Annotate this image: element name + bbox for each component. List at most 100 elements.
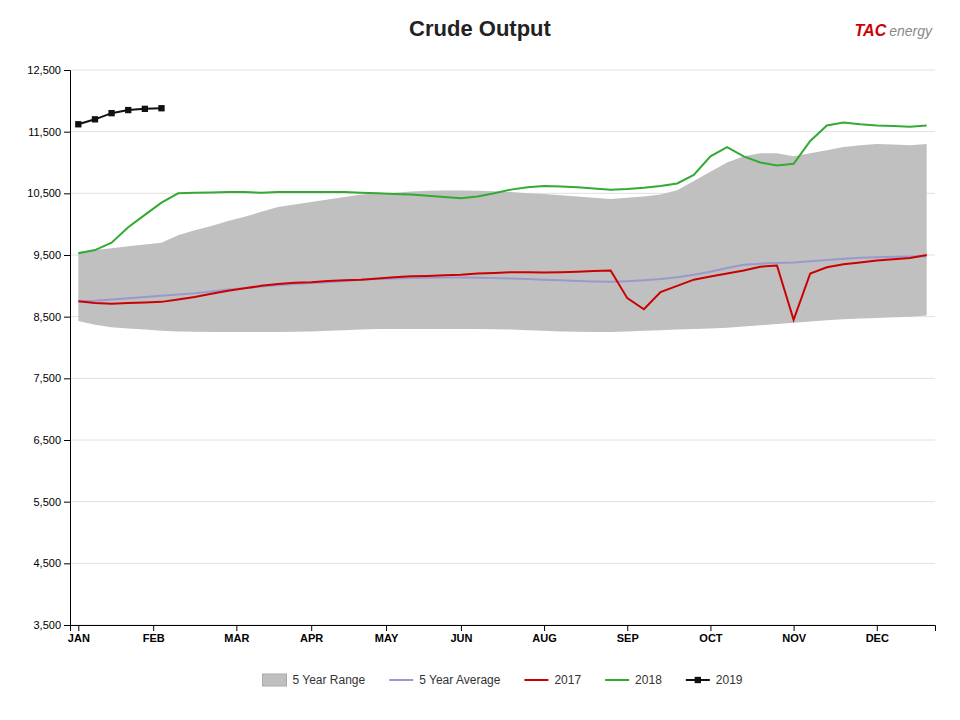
- series-marker: [75, 121, 81, 127]
- legend-swatch: [524, 679, 548, 681]
- y-tick-label: 10,500: [27, 187, 61, 199]
- x-tick-mark: [627, 625, 628, 631]
- marks: [75, 105, 927, 332]
- grid-line: [70, 440, 935, 441]
- y-tick: 10,500: [27, 187, 70, 199]
- x-tick-mark: [794, 625, 795, 631]
- y-tick-mark: [64, 378, 70, 379]
- x-tick: MAR: [224, 625, 249, 644]
- legend-item: 2019: [686, 673, 743, 687]
- x-tick: DEC: [866, 625, 889, 644]
- y-tick: 6,500: [33, 434, 70, 446]
- y-tick: 7,500: [33, 372, 70, 384]
- x-tick: FEB: [143, 625, 165, 644]
- y-tick-label: 7,500: [33, 372, 61, 384]
- x-tick: APR: [300, 625, 323, 644]
- x-tick-label: MAR: [224, 632, 249, 644]
- legend-swatch: [389, 679, 413, 681]
- y-tick: 8,500: [33, 311, 70, 323]
- y-tick-mark: [64, 70, 70, 71]
- y-tick-label: 12,500: [27, 64, 61, 76]
- legend-label: 2019: [716, 673, 743, 687]
- x-tick-label: SEP: [617, 632, 639, 644]
- x-tick-mark: [78, 625, 79, 631]
- x-tick: SEP: [617, 625, 639, 644]
- y-tick-label: 9,500: [33, 249, 61, 261]
- annotation: TAC: [854, 22, 886, 39]
- x-axis: JAN FEB MAR APR MAY JUN AUG SEP OCT NOV DEC: [68, 625, 936, 644]
- legend-item: 2017: [524, 673, 581, 687]
- y-tick-mark: [64, 625, 70, 626]
- y-tick-label: 6,500: [33, 434, 61, 446]
- x-tick-label: APR: [300, 632, 323, 644]
- x-tick-mark: [153, 625, 154, 631]
- annotations: TACenergy: [854, 22, 933, 39]
- x-tick: AUG: [532, 625, 556, 644]
- y-tick: 3,500: [33, 619, 70, 631]
- x-tick-label: AUG: [532, 632, 556, 644]
- x-tick-label: FEB: [143, 632, 165, 644]
- x-tick: MAY: [375, 625, 399, 644]
- legend-label: 5 Year Average: [419, 673, 501, 687]
- chart: Crude OutputTACenergyJANFEBMARAPRMAYJUNA…: [0, 0, 960, 720]
- y-tick-mark: [64, 502, 70, 503]
- x-tick: JAN: [68, 625, 90, 644]
- x-tick-label: JUN: [450, 632, 472, 644]
- x-tick-label: OCT: [699, 632, 723, 644]
- x-tick-mark: [461, 625, 462, 631]
- grid-line: [70, 563, 935, 564]
- series-marker: [125, 107, 131, 113]
- y-tick-mark: [64, 132, 70, 133]
- y-tick: 12,500: [27, 64, 70, 76]
- legend-label: 2017: [554, 673, 581, 687]
- y-tick-label: 5,500: [33, 496, 61, 508]
- legend-label: 2018: [635, 673, 662, 687]
- y-axis-line: [64, 71, 71, 626]
- x-axis-line: [71, 626, 936, 632]
- y-axis: 3,500 4,500 5,500 6,500 7,500 8,500 9,500 10,50…: [27, 64, 70, 631]
- legend-item: 5 Year Range: [262, 673, 365, 687]
- x-tick: NOV: [782, 625, 807, 644]
- grid-line: [70, 501, 935, 502]
- series-marker: [142, 106, 148, 112]
- x-tick-label: JAN: [68, 632, 90, 644]
- x-tick-label: MAY: [375, 632, 399, 644]
- y-tick-mark: [64, 193, 70, 194]
- x-tick-mark: [877, 625, 878, 631]
- x-tick-mark: [236, 625, 237, 631]
- legend-swatch: [605, 679, 629, 681]
- x-tick-mark: [311, 625, 312, 631]
- grid: [70, 70, 935, 625]
- grid-line: [70, 378, 935, 379]
- range-area: [78, 144, 926, 332]
- grid-line: [70, 70, 935, 71]
- x-tick-mark: [544, 625, 545, 631]
- y-tick-mark: [64, 440, 70, 441]
- y-tick: 5,500: [33, 496, 70, 508]
- y-tick: 9,500: [33, 249, 70, 261]
- legend: 5 Year Range 5 Year Average 2017 2018 2019: [262, 673, 742, 687]
- y-tick-mark: [64, 563, 70, 564]
- legend-swatch: [262, 674, 286, 686]
- x-tick-mark: [710, 625, 711, 631]
- y-tick: 4,500: [33, 557, 70, 569]
- x-tick-label: DEC: [866, 632, 889, 644]
- y-tick: 11,500: [28, 126, 70, 138]
- series-line: [78, 255, 926, 320]
- y-tick-mark: [64, 255, 70, 256]
- y-tick-label: 11,500: [28, 126, 61, 138]
- plot: JAN FEB MAR APR MAY JUN AUG SEP OCT NOV DEC 3,500 4,…: [27, 64, 935, 644]
- y-tick-mark: [64, 317, 70, 318]
- y-tick-label: 4,500: [33, 557, 61, 569]
- series-marker: [158, 105, 164, 111]
- legend-marker: [695, 677, 701, 683]
- y-tick-label: 3,500: [33, 619, 61, 631]
- y-tick-label: 8,500: [33, 311, 61, 323]
- x-tick: JUN: [450, 625, 472, 644]
- legend-item: 5 Year Average: [389, 673, 501, 687]
- annotation: energy: [889, 23, 933, 39]
- x-tick-mark: [386, 625, 387, 631]
- series-marker: [92, 116, 98, 122]
- legend-label: 5 Year Range: [292, 673, 365, 687]
- grid-line: [70, 131, 935, 132]
